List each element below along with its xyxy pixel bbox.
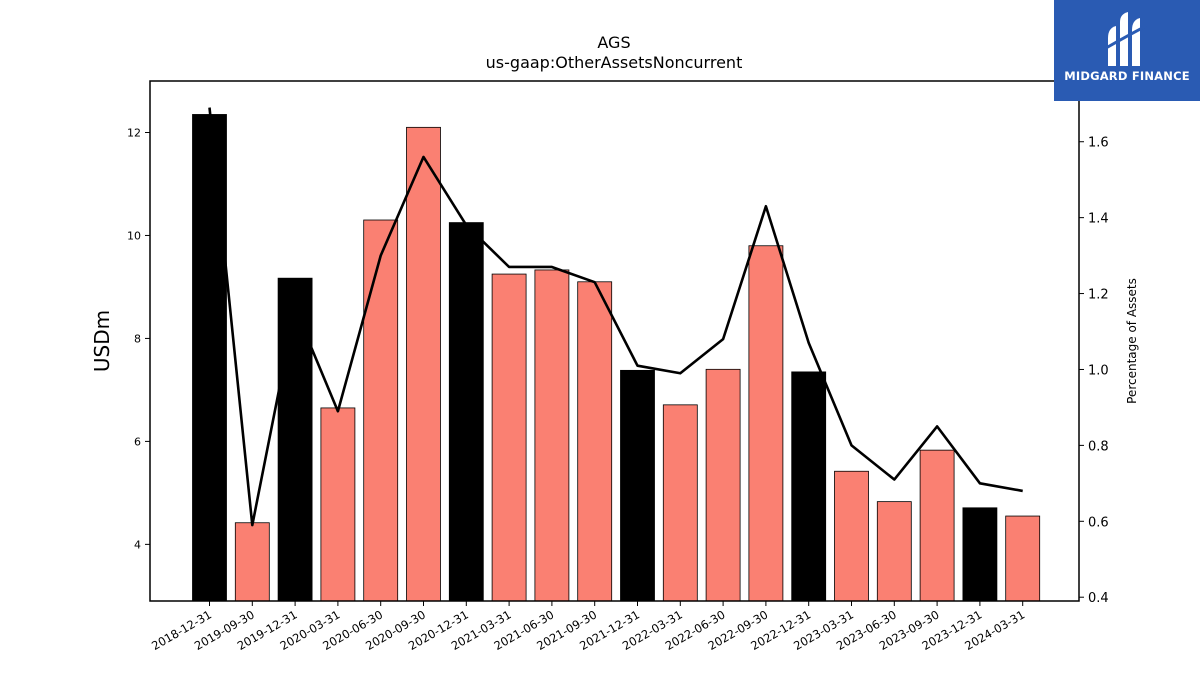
- bar-2022-06-30: [705, 368, 741, 602]
- bar-2022-09-30: [748, 245, 784, 602]
- chart-subtitle: us-gaap:OtherAssetsNoncurrent: [486, 53, 743, 72]
- bar-2022-03-31: [662, 404, 698, 602]
- line-group: [208, 107, 1023, 527]
- y2-axis-label: Percentage of Assets: [1125, 278, 1139, 404]
- bar-2020-09-30: [406, 126, 441, 602]
- bar-2023-03-31: [834, 470, 869, 602]
- y2-tick-label-0.8: 0.8: [1088, 439, 1109, 454]
- y2-tick-label-1.4: 1.4: [1088, 212, 1109, 227]
- bar-2021-06-30: [534, 269, 570, 602]
- bar-2022-12-31: [791, 371, 827, 602]
- y-tick-label-4: 4: [134, 538, 141, 551]
- y-axis-right: 0.4 0.6 0.8 1.0 1.2 1.4 1.6: [1079, 136, 1109, 606]
- brand-logo: MIDGARD FINANCE: [1054, 0, 1200, 101]
- bar-2020-06-30: [363, 219, 399, 602]
- bar-2023-12-31: [962, 507, 998, 602]
- bar-2019-09-30: [234, 522, 270, 602]
- bar-2018-12-31: [192, 114, 227, 602]
- bar-2021-03-31: [491, 273, 527, 602]
- y-tick-label-8: 8: [134, 332, 141, 345]
- y-tick-label-6: 6: [134, 435, 141, 448]
- bar-2019-12-31: [277, 277, 313, 602]
- bars-group: [192, 114, 1041, 602]
- midgard-logo-icon: [1105, 12, 1147, 66]
- percentage-line: [208, 107, 1023, 527]
- y2-tick-label-1.2: 1.2: [1088, 288, 1109, 303]
- bar-2024-03-31: [1005, 515, 1041, 602]
- chart-title: AGS: [597, 33, 630, 52]
- bar-2023-06-30: [876, 501, 912, 602]
- brand-name: MIDGARD FINANCE: [1064, 69, 1190, 83]
- y-tick-label-10: 10: [127, 229, 141, 242]
- bar-2023-09-30: [919, 449, 955, 602]
- y2-tick-label-1: 1.0: [1088, 363, 1109, 378]
- y2-tick-label-0.6: 0.6: [1088, 515, 1109, 530]
- bar-2020-12-31: [448, 222, 484, 602]
- y-axis-left: 4 6 8 10 12: [127, 126, 150, 551]
- y2-tick-label-1.6: 1.6: [1088, 136, 1109, 151]
- bar-2021-09-30: [577, 281, 613, 602]
- y2-tick-label-0.4: 0.4: [1088, 591, 1109, 606]
- bar-2020-03-31: [320, 407, 356, 602]
- x-axis: 2018-12-312019-09-302019-12-312020-03-31…: [149, 601, 1027, 653]
- bar-2021-12-31: [620, 369, 655, 602]
- y-axis-label: USDm: [90, 310, 114, 372]
- y-tick-label-12: 12: [127, 126, 141, 139]
- plot-frame: [149, 80, 1080, 602]
